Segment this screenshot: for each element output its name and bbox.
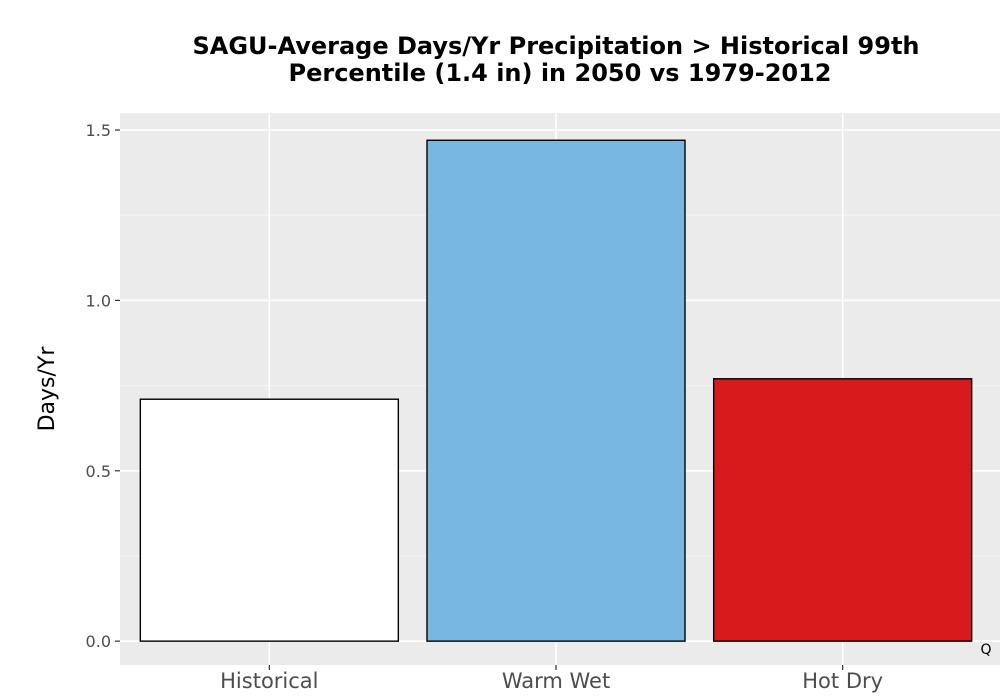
y-axis: 0.0 0.5 1.0 1.5 xyxy=(86,121,120,651)
bars xyxy=(139,139,973,642)
chart-title-line-1: SAGU-Average Days/Yr Precipitation > His… xyxy=(192,32,919,60)
x-tick-label: Hot Dry xyxy=(802,669,883,693)
y-tick-label: 1.5 xyxy=(86,121,111,140)
x-tick-label: Warm Wet xyxy=(502,669,610,693)
bar-hot-dry xyxy=(712,378,973,642)
chart-title-line-2: Percentile (1.4 in) in 2050 vs 1979-2012 xyxy=(289,59,832,87)
bar-historical xyxy=(139,398,400,642)
x-axis: Historical Warm Wet Hot Dry xyxy=(220,665,883,693)
y-tick-label: 0.5 xyxy=(86,462,111,481)
x-tick-label: Historical xyxy=(220,669,318,693)
corner-label: Q xyxy=(980,642,991,658)
bar-warm-wet xyxy=(426,139,686,642)
y-tick-label: 0.0 xyxy=(86,632,111,651)
y-tick-label: 1.0 xyxy=(86,291,111,310)
y-axis-title: Days/Yr xyxy=(35,346,60,432)
